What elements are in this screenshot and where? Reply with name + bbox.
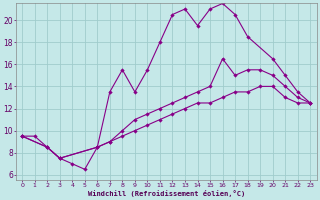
X-axis label: Windchill (Refroidissement éolien,°C): Windchill (Refroidissement éolien,°C) <box>88 190 245 197</box>
